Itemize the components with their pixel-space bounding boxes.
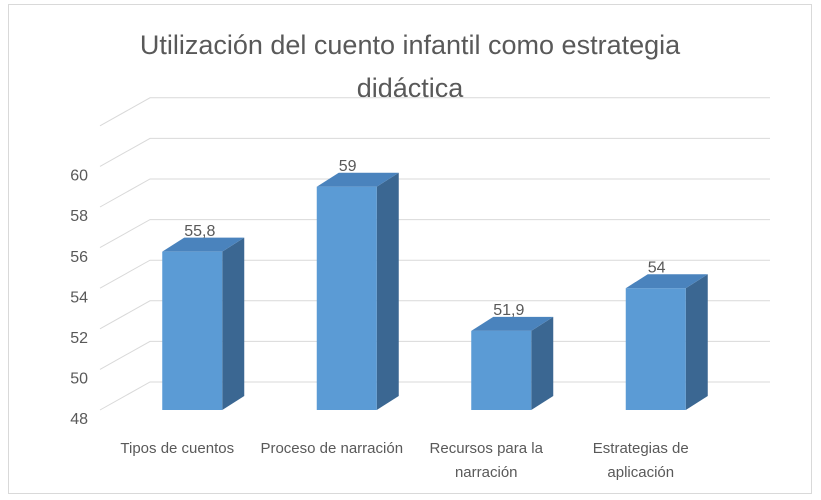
bar-side: [222, 237, 245, 410]
bar: [316, 186, 377, 410]
grid-line: [99, 137, 770, 167]
grid-line: [99, 178, 770, 208]
bar-side: [376, 172, 399, 410]
bar: [162, 251, 223, 410]
bar: [471, 330, 532, 410]
grid-line: [99, 300, 770, 330]
x-tick-label: Tipos de cuentos: [120, 440, 235, 457]
bar-top: [625, 274, 708, 289]
chart-frame: [8, 4, 812, 494]
bar-side: [685, 274, 708, 410]
value-label: 51,9: [493, 302, 524, 319]
y-tick-label: 50: [70, 371, 88, 388]
value-label: 59: [339, 158, 357, 175]
bar-side: [531, 316, 554, 410]
grid-line: [99, 219, 770, 249]
x-tick-label: Estrategias de aplicación: [592, 440, 689, 481]
y-tick-label: 48: [70, 411, 88, 428]
y-tick-label: 52: [70, 330, 88, 347]
bar-top: [162, 237, 245, 252]
grid-line: [99, 381, 770, 411]
bar-top: [316, 172, 399, 187]
y-tick-label: 58: [70, 208, 88, 225]
y-tick-label: 54: [70, 289, 88, 306]
value-label: 54: [648, 259, 666, 276]
value-label: 55,8: [184, 223, 215, 240]
y-tick-label: 60: [70, 168, 88, 185]
grid-line: [99, 259, 770, 289]
bar: [625, 288, 686, 410]
y-tick-label: 56: [70, 249, 88, 266]
x-tick-label: Recursos para la narración: [429, 440, 543, 481]
x-tick-label: Proceso de narración: [260, 440, 404, 457]
wall-edge: [99, 97, 770, 127]
bar-top: [471, 316, 554, 331]
grid-line: [99, 340, 770, 370]
